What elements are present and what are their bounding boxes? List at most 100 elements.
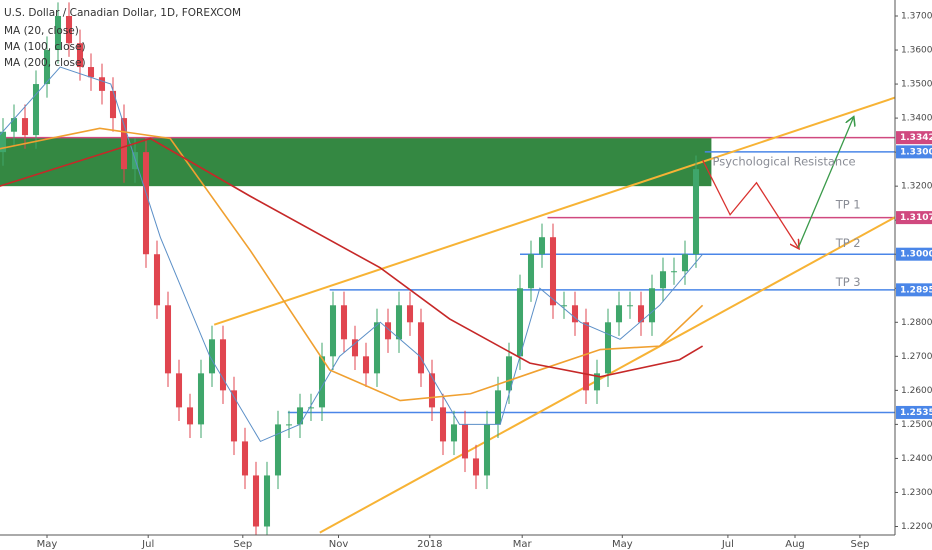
candle-body <box>131 152 139 170</box>
candle-body <box>76 43 84 68</box>
legend-entry: MA (100, close) <box>4 41 86 53</box>
candle-body <box>637 305 645 323</box>
y-tick-label: 1.37000 <box>901 11 932 21</box>
candle-body <box>428 373 436 408</box>
candle-body <box>659 271 667 289</box>
candle-body <box>571 305 579 323</box>
candle-body <box>615 305 623 323</box>
legend-entry: MA (20, close) <box>4 25 79 37</box>
level-label: 1.33426 <box>900 133 932 143</box>
candle-body <box>505 356 513 391</box>
legend-entry: MA (200, close) <box>4 57 86 69</box>
candle-body <box>43 50 51 85</box>
candle-body <box>186 407 194 425</box>
y-tick-label: 1.24000 <box>901 454 932 464</box>
candle-body <box>0 131 7 153</box>
resistance-zone <box>0 137 712 187</box>
candle-body <box>87 67 95 78</box>
candle-body <box>538 237 546 255</box>
x-tick-label: Sep <box>850 539 869 550</box>
candle-body <box>21 118 29 136</box>
x-tick-label: Jul <box>721 539 734 550</box>
candle-body <box>120 118 128 170</box>
candle-body <box>329 305 337 357</box>
candle-body <box>197 373 205 425</box>
candle-body <box>54 15 62 51</box>
moving-average <box>0 137 704 378</box>
x-tick-label: May <box>37 539 58 550</box>
level-label-box <box>896 211 932 225</box>
moving-average <box>0 66 703 443</box>
candle-body <box>241 441 249 476</box>
level-label: 1.28954 <box>900 285 932 295</box>
candle-body <box>483 424 491 476</box>
candle-body <box>142 152 150 255</box>
candle-body <box>340 305 348 340</box>
candle-body <box>208 339 216 374</box>
level-label: 1.25351 <box>900 408 932 418</box>
y-tick-label: 1.25000 <box>901 420 932 430</box>
candle-body <box>549 237 557 306</box>
candle-body <box>351 339 359 357</box>
candle-body <box>153 254 161 306</box>
y-tick-label: 1.34000 <box>901 114 932 124</box>
candle-body <box>98 77 106 91</box>
x-tick-label: Sep <box>233 539 252 550</box>
price-axis-panel <box>895 0 932 550</box>
projection-arrow <box>797 118 853 249</box>
candle-body <box>252 475 260 527</box>
candle-body <box>417 322 425 374</box>
candle-body <box>681 254 689 272</box>
y-tick-label: 1.27000 <box>901 352 932 362</box>
candle-body <box>373 322 381 374</box>
trend-line <box>213 84 932 326</box>
candle-body <box>527 254 535 289</box>
candle-body <box>362 356 370 374</box>
candle-body <box>10 118 18 132</box>
x-tick-label: Aug <box>785 539 805 550</box>
candle-body <box>648 288 656 323</box>
y-tick-label: 1.22000 <box>901 522 932 532</box>
x-tick-label: May <box>612 539 633 550</box>
candle-body <box>296 407 304 425</box>
candle-body <box>307 407 315 409</box>
annotation: Psychological Resistance <box>713 154 856 168</box>
x-tick-label: Mar <box>513 539 533 550</box>
candle-body <box>692 169 700 255</box>
axes: 1.370001.360001.350001.340001.330001.320… <box>37 11 932 550</box>
candle-body <box>593 373 601 391</box>
annotation: TP 1 <box>835 197 861 211</box>
candle-body <box>175 373 183 408</box>
x-tick-label: Nov <box>329 539 349 550</box>
level-label-box <box>896 247 932 261</box>
candle-body <box>65 15 73 44</box>
projection-arrow <box>702 159 799 248</box>
moving-average <box>0 127 704 402</box>
candle-body <box>395 305 403 340</box>
candle-body <box>439 407 447 442</box>
y-tick-label: 1.23000 <box>901 488 932 498</box>
candle-body <box>472 458 480 476</box>
candle-body <box>406 305 414 323</box>
candle-body <box>450 424 458 442</box>
candle-body <box>263 475 271 527</box>
candle-body <box>494 390 502 425</box>
candle-body <box>32 84 40 136</box>
candle-body <box>285 424 293 426</box>
level-label-box <box>896 283 932 297</box>
annotation: TP 3 <box>835 275 861 289</box>
candle-body <box>626 305 634 307</box>
candle-body <box>604 322 612 374</box>
candle-body <box>560 305 568 307</box>
level-label-box <box>896 405 932 419</box>
y-tick-label: 1.36000 <box>901 46 932 56</box>
candle-body <box>219 339 227 391</box>
level-label: 1.31076 <box>900 213 932 223</box>
candle-body <box>274 424 282 476</box>
chart-title: U.S. Dollar / Canadian Dollar, 1D, FOREX… <box>4 7 241 19</box>
level-label-box <box>896 131 932 145</box>
candle-body <box>516 288 524 357</box>
